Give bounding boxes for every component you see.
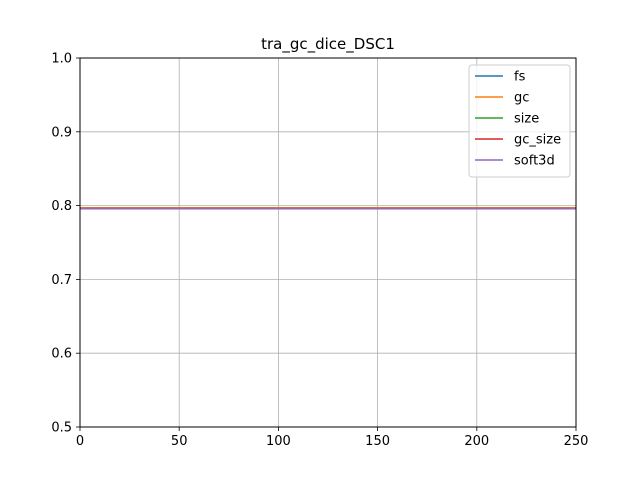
plot-frame bbox=[79, 57, 577, 428]
x-tick-label: 0 bbox=[76, 434, 84, 449]
y-tick-label: 0.8 bbox=[51, 199, 72, 214]
legend-label-size: size bbox=[514, 112, 539, 127]
y-tick-label: 0.9 bbox=[51, 125, 72, 140]
x-tick-label: 150 bbox=[365, 434, 390, 449]
legend-box bbox=[468, 64, 571, 178]
legend-label-soft3d: soft3d bbox=[514, 154, 555, 169]
legend-label-gc: gc bbox=[514, 91, 529, 106]
legend: fs gc size gc_size soft3d bbox=[468, 64, 571, 178]
x-tick-label: 200 bbox=[464, 434, 489, 449]
legend-label-gc-size: gc_size bbox=[514, 133, 561, 148]
legend-label-fs: fs bbox=[514, 70, 526, 85]
x-tick-label: 250 bbox=[564, 434, 589, 449]
x-tick-label: 100 bbox=[266, 434, 291, 449]
y-tick-label: 0.5 bbox=[51, 421, 72, 436]
axis-ticks: 0 50 100 150 200 250 0.5 0.6 0.7 0.8 0.9 1.0 bbox=[51, 52, 588, 450]
y-tick-label: 0.6 bbox=[51, 347, 72, 362]
chart-title: tra_gc_dice_DSC1 bbox=[261, 35, 395, 54]
y-tick-label: 1.0 bbox=[51, 52, 72, 67]
x-tick-label: 50 bbox=[171, 434, 188, 449]
series-lines bbox=[80, 207, 576, 210]
y-tick-label: 0.7 bbox=[51, 273, 72, 288]
